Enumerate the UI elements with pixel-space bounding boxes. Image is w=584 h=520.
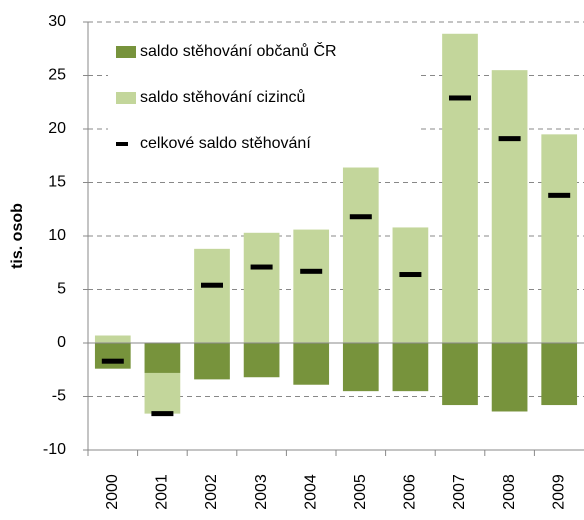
total-marker	[449, 95, 471, 101]
total-marker	[548, 192, 571, 198]
bar	[392, 343, 429, 392]
bar	[392, 227, 429, 343]
legend-label: celkové saldo stěhování	[140, 135, 311, 152]
bar	[243, 343, 280, 378]
x-tick-label: 2009	[550, 474, 567, 510]
bar	[293, 343, 330, 385]
bar	[442, 33, 478, 344]
bar	[541, 343, 578, 406]
x-tick-label: 2002	[203, 474, 220, 510]
bar	[541, 134, 578, 343]
y-tick-label: 30	[48, 13, 66, 30]
total-marker	[300, 268, 323, 274]
x-tick-label: 2007	[451, 474, 468, 510]
legend-label: saldo stěhování občanů ČR	[140, 41, 337, 60]
y-tick-label: 0	[57, 334, 66, 351]
y-tick-label: 15	[48, 174, 66, 191]
bar	[194, 248, 230, 343]
total-marker	[498, 136, 521, 142]
total-marker	[250, 264, 273, 270]
legend-swatch	[116, 92, 136, 104]
bar	[144, 343, 181, 373]
bar	[293, 229, 330, 343]
bar	[94, 343, 131, 369]
bar	[243, 232, 280, 343]
bar	[342, 343, 379, 392]
x-tick-label: 2008	[501, 474, 518, 510]
x-tick-label: 2004	[302, 474, 319, 510]
total-marker	[399, 272, 422, 278]
x-tick-label: 2005	[352, 474, 369, 510]
bar	[94, 335, 131, 343]
bar	[194, 343, 230, 380]
bar	[144, 372, 181, 414]
bar	[491, 343, 528, 412]
total-marker	[349, 214, 372, 220]
total-marker	[151, 411, 174, 417]
total-marker	[101, 358, 124, 364]
x-tick-label: 2001	[154, 474, 171, 510]
y-tick-label: 20	[48, 120, 66, 137]
y-tick-label: -10	[43, 441, 66, 458]
y-tick-label: 10	[48, 227, 66, 244]
bar	[442, 343, 478, 406]
x-tick-label: 2000	[104, 474, 121, 510]
x-tick-label: 2003	[253, 474, 270, 510]
x-tick-label: 2006	[402, 474, 419, 510]
legend-background	[108, 36, 418, 160]
bar	[342, 167, 379, 343]
y-tick-label: 25	[48, 67, 66, 84]
y-axis-label: tis. osob	[9, 203, 26, 269]
legend-swatch	[116, 142, 128, 146]
total-marker	[201, 282, 223, 288]
legend-label: saldo stěhování cizinců	[140, 88, 305, 106]
legend-swatch	[116, 46, 136, 58]
y-tick-label: -5	[52, 388, 66, 405]
y-tick-label: 5	[57, 281, 66, 298]
bar	[491, 70, 528, 344]
